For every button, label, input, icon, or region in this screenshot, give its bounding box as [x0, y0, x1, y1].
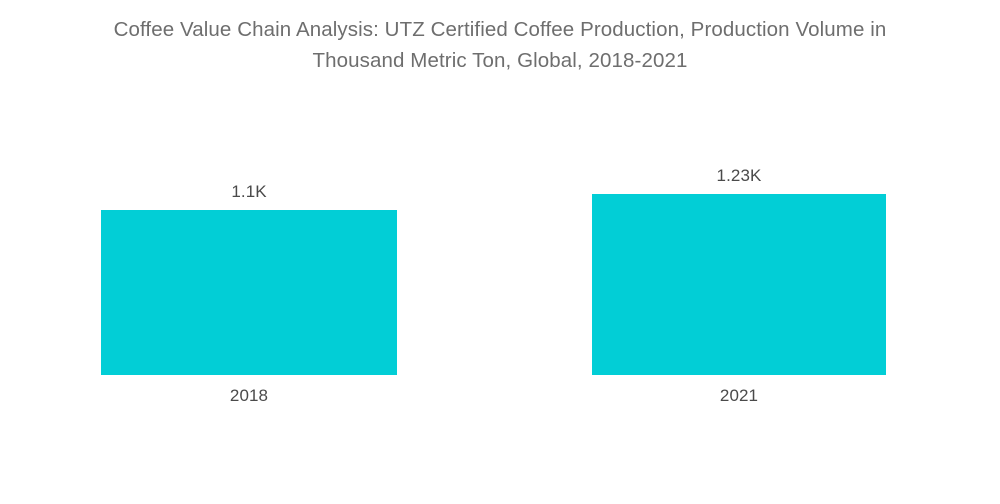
- bar-value-label-2021: 1.23K: [716, 166, 762, 185]
- bar-value-label-2018: 1.1K: [231, 182, 267, 201]
- chart-title: Coffee Value Chain Analysis: UTZ Certifi…: [0, 14, 1000, 76]
- chart-title-line-2: Thousand Metric Ton, Global, 2018-2021: [312, 49, 688, 72]
- bar-2018[interactable]: [101, 210, 397, 375]
- bar-group-2021: 1.23K 2021: [592, 166, 886, 405]
- bar-category-label-2018: 2018: [229, 386, 269, 405]
- bar-category-label-2021: 2021: [719, 386, 759, 405]
- chart-title-line-1: Coffee Value Chain Analysis: UTZ Certifi…: [113, 18, 887, 41]
- bar-2021[interactable]: [592, 194, 886, 375]
- bar-group-2018: 1.1K 2018: [101, 182, 397, 405]
